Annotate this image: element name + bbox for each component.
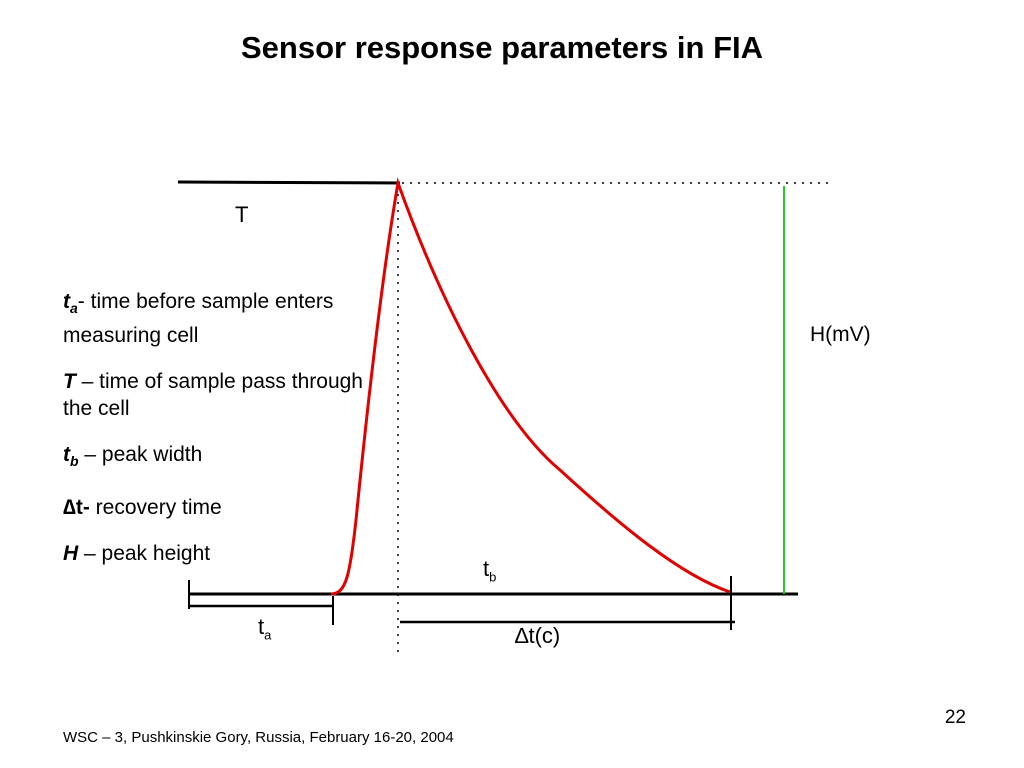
label-tb: tb	[483, 556, 497, 585]
legend-item-ta: ta- time before sample enters measuring …	[63, 290, 334, 348]
page-number: 22	[944, 707, 966, 728]
legend-item-T: T – time of sample pass through the cell	[63, 370, 363, 421]
parameter-legend: ta- time before sample enters measuring …	[63, 288, 363, 586]
slide-footer: WSC – 3, Pushkinskie Gory, Russia, Febru…	[63, 729, 454, 746]
legend-item-tb: tb – peak width	[63, 443, 203, 470]
legend-item-H: H – peak height	[63, 542, 211, 566]
label-delta-t: ∆t(c)	[515, 623, 561, 648]
label-ta: ta	[258, 614, 272, 643]
slide-title: Sensor response parameters in FIA	[240, 30, 764, 65]
response-peak-curve	[330, 177, 731, 596]
label-T: T	[235, 202, 249, 227]
label-H: H(mV)	[810, 323, 871, 346]
top-plateau-line	[177, 180, 401, 185]
legend-item-delta-t: ∆t- recovery time	[63, 496, 222, 520]
